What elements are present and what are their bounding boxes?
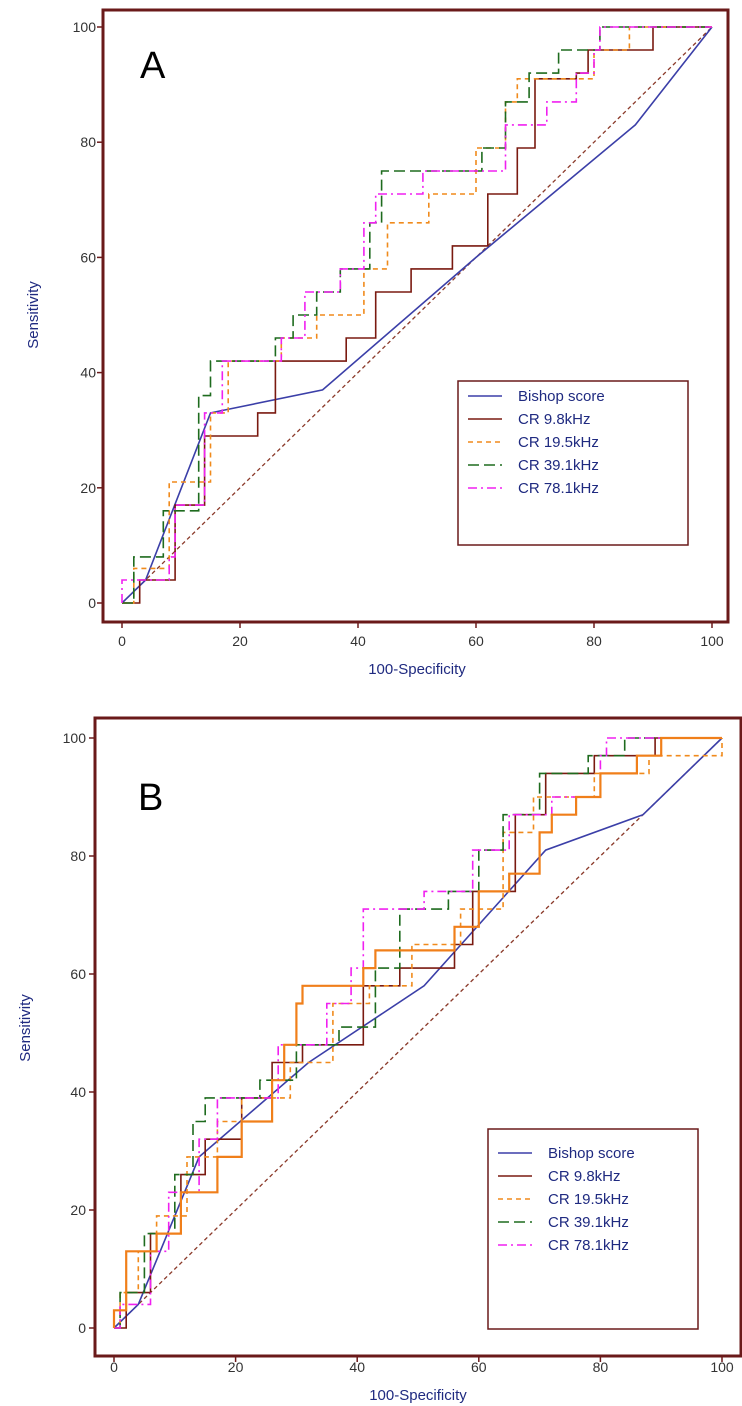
- x-tick-label: 40: [350, 633, 366, 649]
- x-tick-label: 100: [710, 1359, 734, 1375]
- roc-chart-a: 0 20 40 60 80 100 0 20 40 60 80 100 100-Specificity S…: [25, 8, 730, 678]
- y-tick-label: 60: [70, 966, 86, 982]
- panel-label: A: [140, 45, 166, 87]
- plot-frame: [101, 8, 730, 624]
- roc-curve-unlabeled-5: [112, 736, 722, 1328]
- y-tick-label: 40: [80, 365, 96, 381]
- y-tick-label: 20: [80, 480, 96, 496]
- legend-entry: CR 9.8kHz: [548, 1168, 621, 1185]
- y-axis-title: Sensitivity: [17, 994, 34, 1062]
- roc-curve-cr-78-1khz: [114, 737, 722, 1329]
- legend-box: [487, 1128, 699, 1330]
- legend-entry: CR 78.1kHz: [518, 480, 599, 497]
- legend-entry: CR 39.1kHz: [518, 457, 599, 474]
- y-tick-label: 40: [70, 1084, 86, 1100]
- legend-box: [457, 380, 689, 546]
- roc-curve-cr-39-1khz: [122, 26, 712, 604]
- y-tick-label: 80: [80, 134, 96, 150]
- legend-entry: CR 19.5kHz: [548, 1191, 629, 1208]
- y-tick-label: 20: [70, 1202, 86, 1218]
- x-tick-label: 20: [228, 1359, 244, 1375]
- panel-label: B: [138, 777, 163, 819]
- y-tick-label: 100: [63, 730, 87, 746]
- reference-diagonal-line: [121, 26, 713, 604]
- roc-curve-cr-78-1khz: [121, 26, 712, 603]
- y-tick-label: 0: [88, 595, 96, 611]
- x-tick-label: 0: [118, 633, 126, 649]
- legend-entry: CR 78.1kHz: [548, 1237, 629, 1254]
- y-tick-label: 100: [73, 19, 97, 35]
- y-axis-title: Sensitivity: [25, 281, 42, 349]
- x-tick-label: 100: [700, 633, 724, 649]
- y-tick-label: 60: [80, 249, 96, 265]
- x-tick-label: 80: [593, 1359, 609, 1375]
- legend-entry: CR 39.1kHz: [548, 1214, 629, 1231]
- roc-curve-cr-39-1khz: [114, 737, 722, 1329]
- x-tick-label: 40: [349, 1359, 365, 1375]
- x-tick-label: 60: [471, 1359, 487, 1375]
- legend-entry: Bishop score: [518, 388, 605, 405]
- x-axis-title: 100-Specificity: [369, 1387, 467, 1404]
- legend-entry: CR 9.8kHz: [518, 411, 591, 428]
- roc-curve-cr-19-5khz: [122, 26, 712, 604]
- y-tick-label: 80: [70, 848, 86, 864]
- y-tick-label: 0: [78, 1320, 86, 1336]
- x-tick-label: 0: [110, 1359, 118, 1375]
- reference-diagonal-line: [113, 737, 723, 1329]
- x-tick-label: 20: [232, 633, 248, 649]
- plot-frame: [93, 716, 742, 1358]
- roc-curve-bishop-score: [113, 737, 723, 1329]
- x-axis-title: 100-Specificity: [368, 661, 466, 678]
- x-tick-label: 80: [586, 633, 602, 649]
- legend-entry: Bishop score: [548, 1145, 635, 1162]
- roc-chart-b: 0 20 40 60 80 100 0 20 40 60 80 100 100-Specificity S…: [17, 716, 742, 1404]
- x-tick-label: 60: [468, 633, 484, 649]
- legend-entry: CR 19.5kHz: [518, 434, 599, 451]
